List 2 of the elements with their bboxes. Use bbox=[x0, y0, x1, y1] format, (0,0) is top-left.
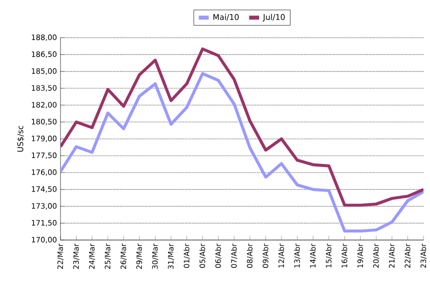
line-series bbox=[60, 48, 424, 207]
line-series bbox=[60, 72, 424, 233]
